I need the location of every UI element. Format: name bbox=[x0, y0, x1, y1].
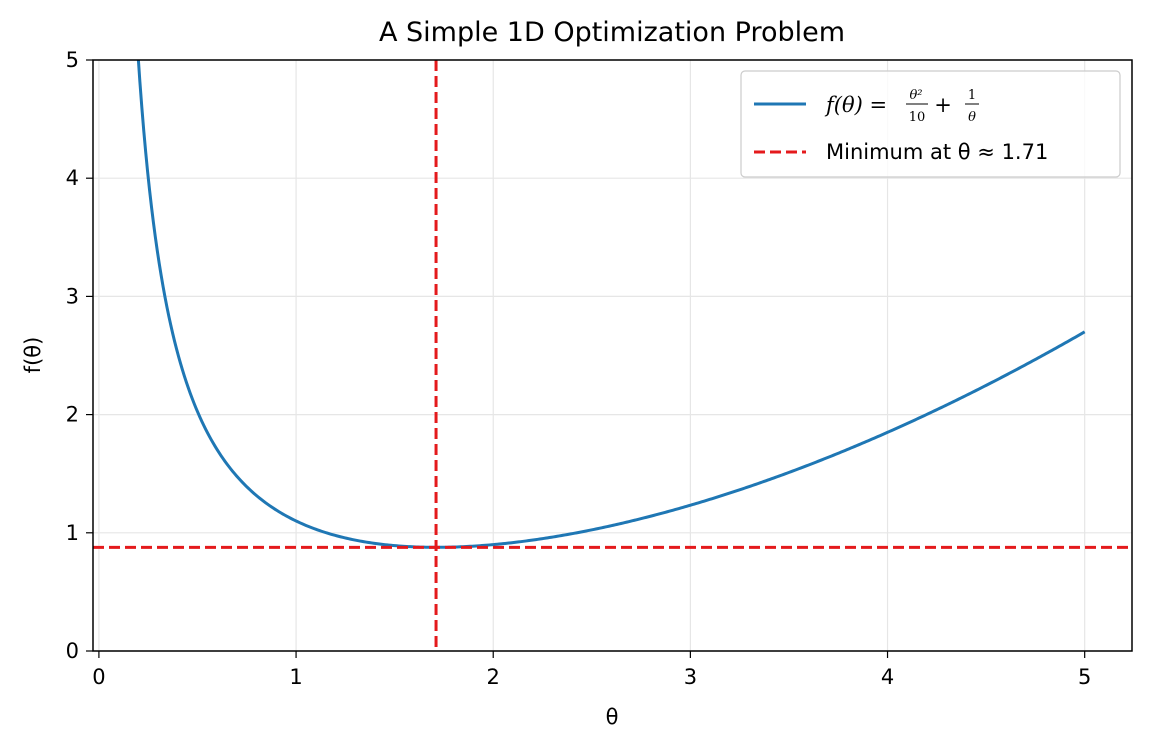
y-axis: 0 1 2 3 4 5 bbox=[66, 48, 93, 663]
y-axis-label: f(θ) bbox=[21, 337, 45, 374]
y-tick-label: 3 bbox=[66, 284, 79, 308]
y-tick-label: 4 bbox=[66, 166, 79, 190]
legend-frac1-num: θ² bbox=[909, 88, 922, 103]
series-line bbox=[136, 60, 1086, 549]
x-axis: 0 1 2 3 4 5 bbox=[92, 651, 1091, 689]
chart-title: A Simple 1D Optimization Problem bbox=[379, 17, 845, 48]
x-tick-label: 2 bbox=[487, 665, 500, 689]
legend-frac2-num: 1 bbox=[968, 88, 976, 103]
x-tick-label: 0 bbox=[92, 665, 105, 689]
y-tick-label: 0 bbox=[66, 639, 79, 663]
x-tick-label: 5 bbox=[1078, 665, 1091, 689]
legend-frac2-den: θ bbox=[968, 110, 976, 125]
legend-frac1-den: 10 bbox=[909, 110, 926, 125]
legend-label-curve: f(θ) = θ² 10 + 1 θ bbox=[824, 88, 979, 125]
y-tick-label: 1 bbox=[66, 521, 79, 545]
plot-area bbox=[93, 60, 1132, 651]
legend-label-minimum: Minimum at θ ≈ 1.71 bbox=[826, 140, 1048, 164]
y-tick-label: 5 bbox=[66, 48, 79, 72]
plot-frame bbox=[92, 59, 1133, 652]
y-tick-label: 2 bbox=[66, 403, 79, 427]
x-tick-label: 1 bbox=[289, 665, 302, 689]
x-tick-label: 4 bbox=[881, 665, 894, 689]
legend-formula-lhs: f(θ) = bbox=[824, 93, 887, 117]
x-axis-label: θ bbox=[606, 705, 619, 729]
x-tick-label: 3 bbox=[684, 665, 697, 689]
legend-box bbox=[740, 70, 1121, 178]
legend-plus: + bbox=[934, 93, 952, 117]
legend: f(θ) = θ² 10 + 1 θ Minimum at θ ≈ 1.71 bbox=[740, 70, 1121, 178]
